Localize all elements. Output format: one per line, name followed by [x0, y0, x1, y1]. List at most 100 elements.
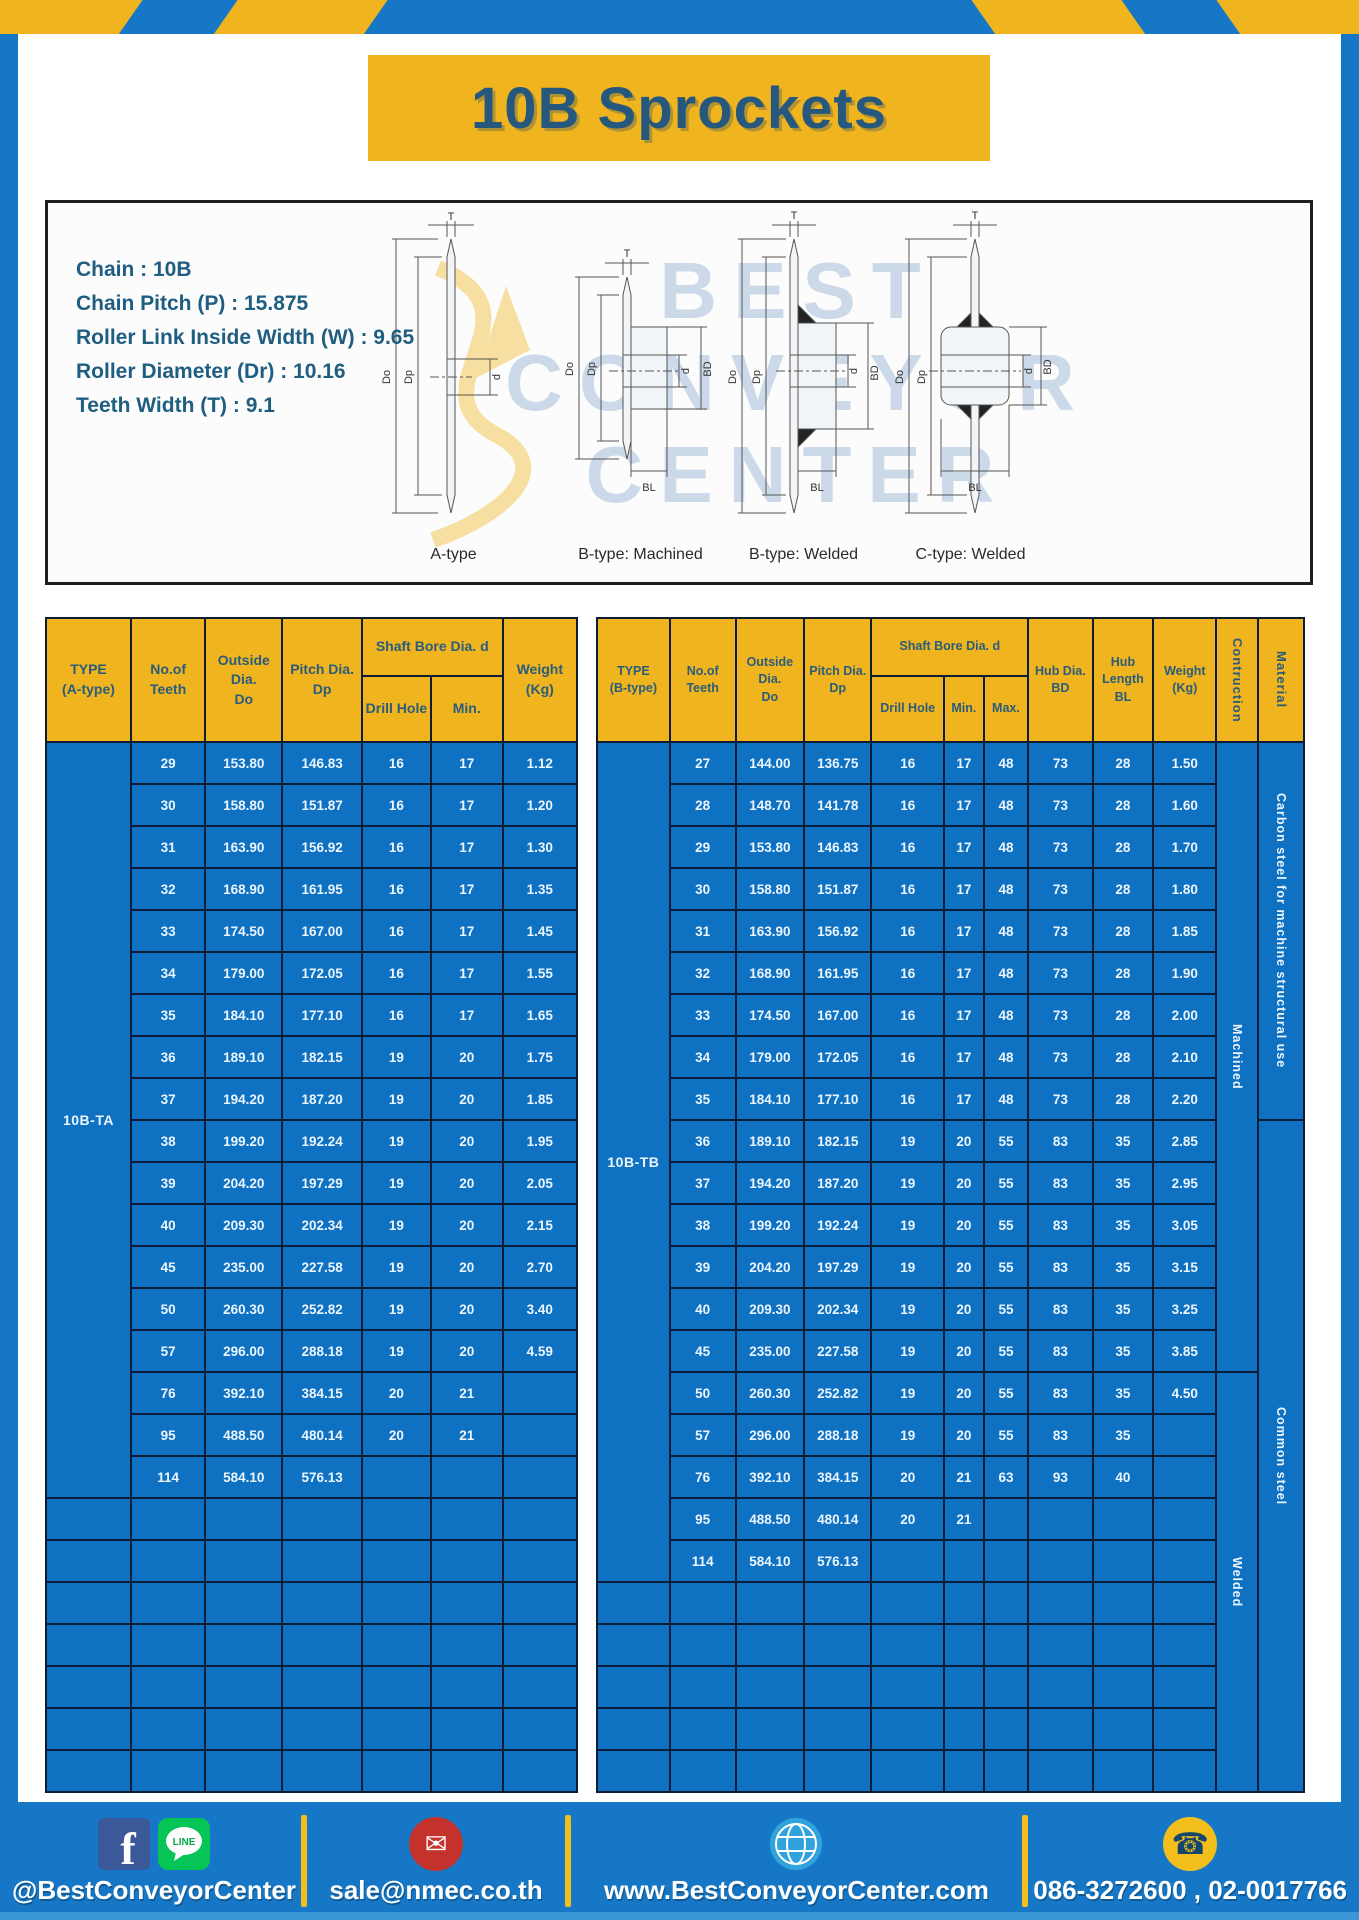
empty-cell: [129, 1581, 207, 1625]
data-cell: 199.20: [734, 1203, 806, 1247]
empty-cell: [501, 1581, 579, 1625]
table-row: 29 153.80 146.83 16 17 48 73 28 1.70: [597, 825, 1304, 869]
left-border: [0, 0, 18, 1920]
data-cell: 48: [982, 1035, 1030, 1079]
data-cell: 28: [1091, 909, 1155, 953]
data-cell: 144.00: [734, 741, 806, 785]
page-title: 10B Sprockets: [471, 75, 887, 141]
empty-cell: [734, 1749, 806, 1793]
data-cell: 235.00: [204, 1245, 284, 1289]
data-cell: 19: [360, 1077, 432, 1121]
data-cell: 179.00: [734, 1035, 806, 1079]
empty-cell: [1091, 1665, 1155, 1709]
data-cell: 141.78: [803, 783, 873, 827]
empty-cell: [501, 1707, 579, 1751]
data-cell: 48: [982, 783, 1030, 827]
data-cell: 488.50: [204, 1413, 284, 1457]
dim-d: d: [680, 368, 692, 374]
col-header-hub-dia: Hub Dia. BD: [1027, 617, 1094, 743]
empty-cell: [870, 1623, 946, 1667]
data-cell: 20: [429, 1077, 504, 1121]
data-cell: 1.60: [1152, 783, 1218, 827]
corner-stripe: [968, 0, 1150, 34]
empty-cell: [281, 1707, 363, 1751]
data-cell: 177.10: [281, 993, 363, 1037]
data-cell: 227.58: [281, 1245, 363, 1289]
data-cell: 73: [1027, 951, 1094, 995]
dim-bl: BL: [810, 482, 823, 494]
data-cell: 20: [360, 1371, 432, 1415]
data-cell: 384.15: [803, 1455, 873, 1499]
c-type-welded-drawing: T Do Dp d BD BL C-type: Welded: [883, 209, 1058, 581]
data-cell: 55: [982, 1119, 1030, 1163]
data-cell: 3.15: [1152, 1245, 1218, 1289]
empty-cell: [129, 1539, 207, 1583]
empty-row: [45, 1497, 579, 1541]
empty-row: [596, 1581, 1304, 1625]
empty-cell: [943, 1665, 985, 1709]
data-cell: 20: [429, 1161, 504, 1205]
dim-dp: Dp: [916, 370, 928, 384]
data-cell: 95: [668, 1497, 737, 1541]
data-cell: 260.30: [204, 1287, 284, 1331]
empty-cell: [501, 1539, 579, 1583]
empty-cell: [129, 1707, 207, 1751]
empty-cell: [360, 1581, 432, 1625]
empty-cell: [803, 1623, 873, 1667]
data-cell: [1027, 1497, 1094, 1541]
data-cell: 17: [943, 993, 985, 1037]
data-cell: 260.30: [734, 1371, 806, 1415]
data-cell: 31: [129, 825, 207, 869]
top-decoration-bar: [0, 0, 1359, 34]
data-cell: 40: [668, 1287, 737, 1331]
data-cell: 73: [1027, 825, 1094, 869]
data-cell: 30: [668, 867, 737, 911]
empty-cell: [943, 1581, 985, 1625]
empty-row: [45, 1665, 579, 1709]
data-cell: 16: [870, 993, 946, 1037]
data-cell: 197.29: [803, 1245, 873, 1289]
data-cell: 38: [668, 1203, 737, 1247]
empty-cell: [1152, 1623, 1218, 1667]
social-section: f LINE @BestConveyorCenter: [12, 1816, 296, 1906]
data-cell: 76: [129, 1371, 207, 1415]
data-cell: 48: [982, 951, 1030, 995]
table-row: 35 184.10 177.10 16 17 48 73 28 2.20: [597, 1077, 1304, 1121]
data-cell: 55: [982, 1413, 1030, 1457]
col-header-outside-dia: Outside Dia. Do: [734, 617, 806, 743]
data-cell: 19: [870, 1329, 946, 1373]
table-row: 57 296.00 288.18 19 20 4.59: [46, 1329, 579, 1373]
empty-cell: [204, 1623, 284, 1667]
data-cell: 2.95: [1152, 1161, 1218, 1205]
col-header-shaft-bore: Shaft Bore Dia. d: [870, 617, 1030, 677]
empty-cell: [281, 1623, 363, 1667]
data-cell: 17: [943, 825, 985, 869]
empty-cell: [360, 1497, 432, 1541]
data-cell: 158.80: [734, 867, 806, 911]
data-cell: 35: [129, 993, 207, 1037]
data-cell: 28: [1091, 741, 1155, 785]
empty-cell: [870, 1749, 946, 1793]
data-cell: 19: [360, 1035, 432, 1079]
website-url: www.BestConveyorCenter.com: [604, 1875, 989, 1905]
data-cell: 1.70: [1152, 825, 1218, 869]
data-cell: 192.24: [281, 1119, 363, 1163]
data-cell: 31: [668, 909, 737, 953]
empty-cell: [204, 1749, 284, 1793]
data-cell: 50: [129, 1287, 207, 1331]
data-cell: 168.90: [204, 867, 284, 911]
data-cell: 114: [668, 1539, 737, 1583]
empty-cell: [982, 1707, 1030, 1751]
data-cell: 209.30: [204, 1203, 284, 1247]
data-cell: 20: [429, 1245, 504, 1289]
dim-dp: Dp: [586, 362, 598, 376]
empty-cell: [204, 1581, 284, 1625]
data-cell: 73: [1027, 867, 1094, 911]
data-cell: 35: [1091, 1245, 1155, 1289]
data-cell: 17: [943, 741, 985, 785]
data-cell: 1.85: [1152, 909, 1218, 953]
data-cell: 48: [982, 867, 1030, 911]
table-row: 114 584.10 576.13: [597, 1539, 1304, 1583]
footer-divider: [1021, 1815, 1029, 1907]
svg-text:LINE: LINE: [173, 1837, 196, 1848]
